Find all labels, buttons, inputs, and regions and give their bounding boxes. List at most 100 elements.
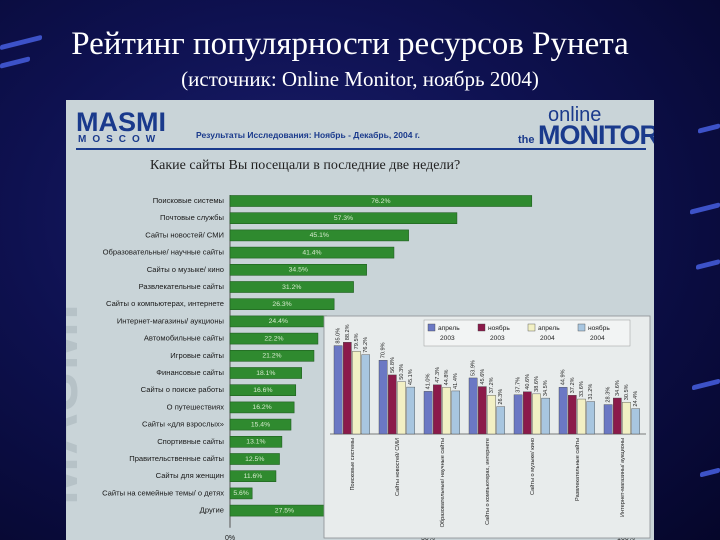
inset-bar	[442, 387, 451, 435]
inset-legend	[423, 319, 631, 347]
inset-legend-label: ноябрь	[588, 324, 610, 332]
hbar-bar	[229, 384, 297, 397]
hbar-category-label: Интернет-магазины/ аукционы	[117, 316, 224, 325]
hbar-bar	[229, 229, 409, 242]
masmi-city: MOSCOW	[78, 134, 162, 145]
inset-value-label: 26.3%	[498, 389, 504, 405]
inset-bar	[406, 386, 416, 435]
hbar-bar	[229, 298, 335, 310]
hbar-tick-label: 0%	[225, 535, 235, 540]
inset-value-label: 31.2%	[588, 384, 594, 400]
inset-value-label: 24.4%	[633, 391, 639, 407]
inset-value-label: 37.7%	[516, 377, 522, 393]
inset-bar	[487, 395, 496, 435]
hbar-category-label: Сайты «для взрослых»	[142, 420, 224, 429]
inset-value-label: 37.2%	[570, 377, 576, 393]
hbar-bar	[229, 401, 295, 414]
inset-category-label: Интернет-магазины/ аукционы	[620, 438, 626, 517]
inset-bar	[513, 394, 523, 435]
survey-question: Какие сайты Вы посещали в последние две …	[150, 158, 461, 173]
hbar-bar	[229, 435, 283, 448]
hbar-category-label: Автомобильные сайты	[144, 334, 224, 343]
hbar-bar	[229, 212, 458, 224]
inset-legend-label: 2003	[490, 335, 505, 342]
decor-stroke	[698, 123, 720, 134]
hbar-category-label: Сайты о музыке/ кино	[147, 265, 224, 274]
inset-legend-label: апрель	[538, 325, 560, 332]
inset-value-label: 79.5%	[354, 333, 360, 349]
hbar-value-label: 15.4%	[251, 421, 270, 428]
inset-category-label: Поисковые системы	[350, 438, 356, 491]
decor-stroke	[692, 378, 720, 391]
hbar-category-label: Образовательные/ научные сайты	[103, 248, 224, 257]
hbar-value-label: 41.4%	[302, 249, 321, 256]
inset-category-label: Сайты о музыке/ кино	[529, 438, 536, 495]
hbar-bar	[229, 195, 533, 207]
inset-legend-swatch	[477, 323, 486, 332]
hbar-category-label: Сайты на семейные темы/ о детях	[102, 488, 224, 497]
slide-title: Рейтинг популярности ресурсов Рунета	[71, 26, 629, 62]
inset-value-label: 45.6%	[480, 369, 486, 385]
inset-bar	[333, 345, 343, 435]
hbar-bar	[229, 367, 302, 379]
header-rule	[76, 148, 646, 150]
hbar-value-label: 22.2%	[264, 335, 283, 342]
hbar-category-label: Сайты новостей/ СМИ	[145, 230, 224, 239]
hbar-category-label: Сайты для женщин	[156, 471, 224, 480]
inset-bar	[478, 386, 487, 435]
inset-bar	[423, 391, 433, 435]
hbar-bar	[229, 418, 292, 431]
inset-legend-swatch	[577, 323, 586, 332]
inset-value-label: 70.9%	[381, 342, 387, 358]
inset-bar	[586, 401, 595, 435]
hbar-category-label: Сайты о поиске работы	[141, 385, 224, 394]
hbar-bar	[229, 350, 315, 362]
inset-value-label: 50.3%	[399, 364, 405, 380]
chart-svg: Поисковые системы 76.2% Почтовые службы 57.…	[102, 195, 651, 540]
hbar-value-label: 31.2%	[282, 284, 301, 291]
hbar-value-label: 13.1%	[246, 439, 265, 446]
inset-value-label: 85.0%	[336, 328, 342, 344]
research-header: Результаты Исследования: Ноябрь - Декабр…	[196, 130, 420, 140]
inset-value-label: 56.8%	[390, 357, 396, 373]
inset-bar	[631, 408, 640, 435]
online-logo-online: online	[548, 104, 602, 126]
inset-value-label: 53.9%	[471, 360, 477, 376]
inset-value-label: 38.6%	[534, 376, 540, 392]
inset-legend-label: ноябрь	[488, 324, 510, 332]
inset-bar	[451, 390, 461, 435]
hbar-bar	[229, 453, 280, 465]
inset-bar	[496, 406, 506, 435]
inset-category-label: Образовательные/ научные сайты	[439, 438, 446, 527]
hbar-bar	[229, 246, 395, 259]
hbar-category-label: Сайты о компьютерах, интернете	[106, 299, 224, 308]
inset-value-label: 33.6%	[579, 381, 585, 397]
inset-value-label: 28.3%	[606, 387, 612, 403]
inset-bar	[558, 387, 568, 435]
decor-stroke	[700, 467, 720, 478]
hbar-value-label: 27.5%	[275, 507, 294, 514]
hbar-category-label: Спортивные сайты	[157, 437, 224, 446]
hbar-category-label: Правительственные сайты	[129, 454, 224, 463]
decor-stroke	[690, 202, 720, 215]
hbar-category-label: Игровые сайты	[170, 351, 224, 360]
inset-value-label: 44.8%	[444, 370, 450, 386]
hbar-value-label: 34.5%	[289, 267, 308, 274]
slide-subtitle: (источник: Online Monitor, ноябрь 2004)	[181, 67, 539, 91]
inset-bar	[568, 395, 577, 435]
hbar-category-label: О путешествиях	[167, 402, 225, 411]
inset-bar	[352, 351, 361, 435]
hbar-value-label: 11.6%	[244, 473, 263, 480]
inset-value-label: 34.5%	[543, 380, 549, 396]
inset-bar	[433, 384, 442, 435]
inset-value-label: 37.2%	[489, 377, 495, 393]
hbar-value-label: 26.3%	[272, 301, 291, 308]
inset-category-label: Сайты о компьютерах, интернете	[484, 438, 491, 525]
inset-value-label: 41.4%	[453, 373, 459, 389]
inset-bar	[378, 360, 388, 435]
inset-bar	[468, 377, 478, 435]
inset-value-label: 88.2%	[345, 324, 351, 340]
inset-legend-swatch	[427, 323, 436, 332]
inset-legend-label: 2003	[440, 335, 455, 342]
inset-value-label: 45.1%	[408, 369, 414, 385]
